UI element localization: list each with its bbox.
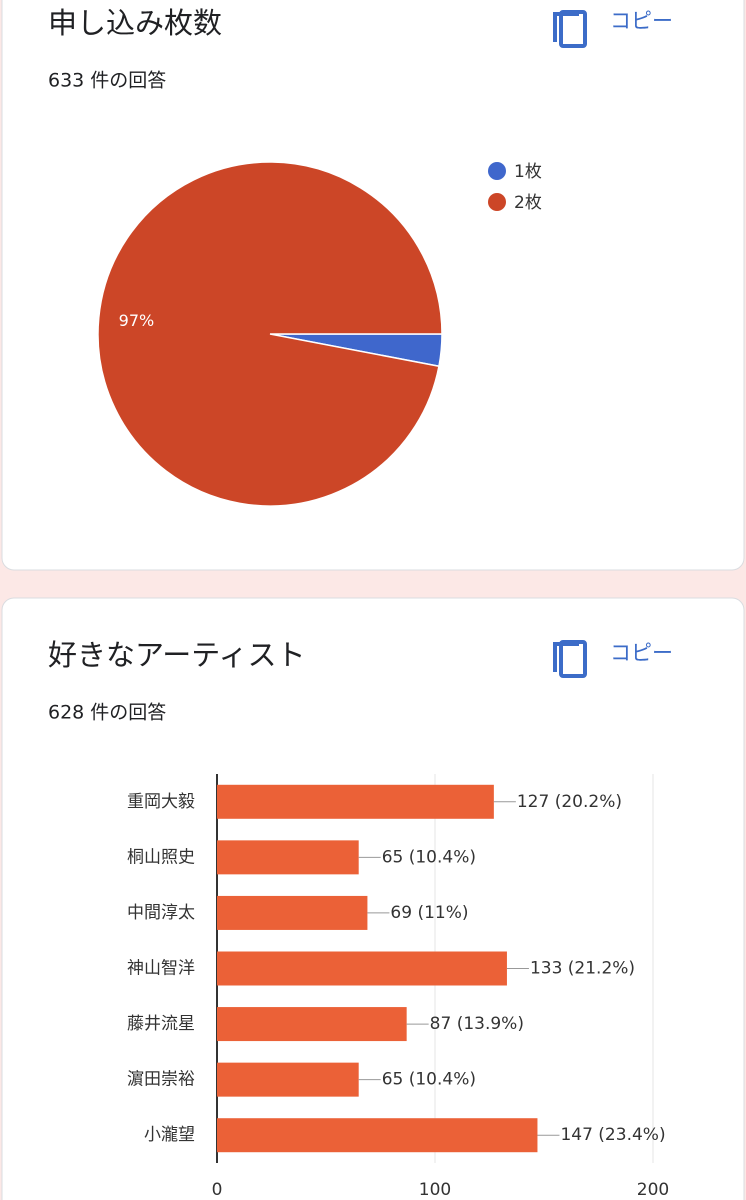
- value-label: 147 (23.4%): [560, 1125, 665, 1145]
- value-label: 65 (10.4%): [382, 847, 476, 867]
- card-title: 申し込み枚数: [48, 6, 222, 40]
- x-tick-label: 200: [637, 1180, 669, 1200]
- value-label: 133 (21.2%): [530, 959, 635, 979]
- y-tick-label: 重岡大毅: [127, 792, 195, 812]
- legend-label: 2枚: [514, 193, 542, 213]
- pie-slice: [97, 161, 443, 507]
- y-tick-label: 藤井流星: [127, 1014, 195, 1034]
- bar: [217, 1007, 407, 1042]
- response-count: 633 件の回答: [48, 70, 166, 92]
- bar: [217, 1062, 359, 1097]
- x-tick-label: 100: [419, 1180, 451, 1200]
- y-tick-label: 中間淳太: [127, 903, 195, 923]
- copy-button[interactable]: コピー: [553, 9, 673, 48]
- y-tick-label: 濵田崇裕: [127, 1070, 195, 1090]
- card-title: 好きなアーティスト: [48, 638, 306, 672]
- value-label: 65 (10.4%): [382, 1070, 476, 1090]
- value-label: 69 (11%): [390, 903, 468, 923]
- copy-button[interactable]: コピー: [553, 640, 673, 678]
- legend-swatch: [488, 162, 506, 180]
- legend-swatch: [488, 193, 506, 211]
- y-tick-label: 小瀧望: [144, 1125, 195, 1145]
- response-count: 628 件の回答: [48, 702, 166, 724]
- copy-label[interactable]: コピー: [610, 9, 673, 33]
- slice-label: 97%: [119, 311, 155, 330]
- bar: [217, 895, 368, 930]
- bar: [217, 840, 359, 875]
- legend-label: 1枚: [514, 162, 542, 182]
- card: [1, 597, 745, 1200]
- x-tick-label: 0: [212, 1180, 223, 1200]
- bar: [217, 1118, 538, 1153]
- y-tick-label: 桐山照史: [127, 847, 195, 867]
- y-tick-label: 神山智洋: [127, 959, 195, 979]
- value-label: 87 (13.9%): [430, 1014, 524, 1034]
- bar: [217, 784, 494, 819]
- value-label: 127 (20.2%): [517, 792, 622, 812]
- bar: [217, 951, 507, 986]
- copy-label[interactable]: コピー: [610, 641, 673, 665]
